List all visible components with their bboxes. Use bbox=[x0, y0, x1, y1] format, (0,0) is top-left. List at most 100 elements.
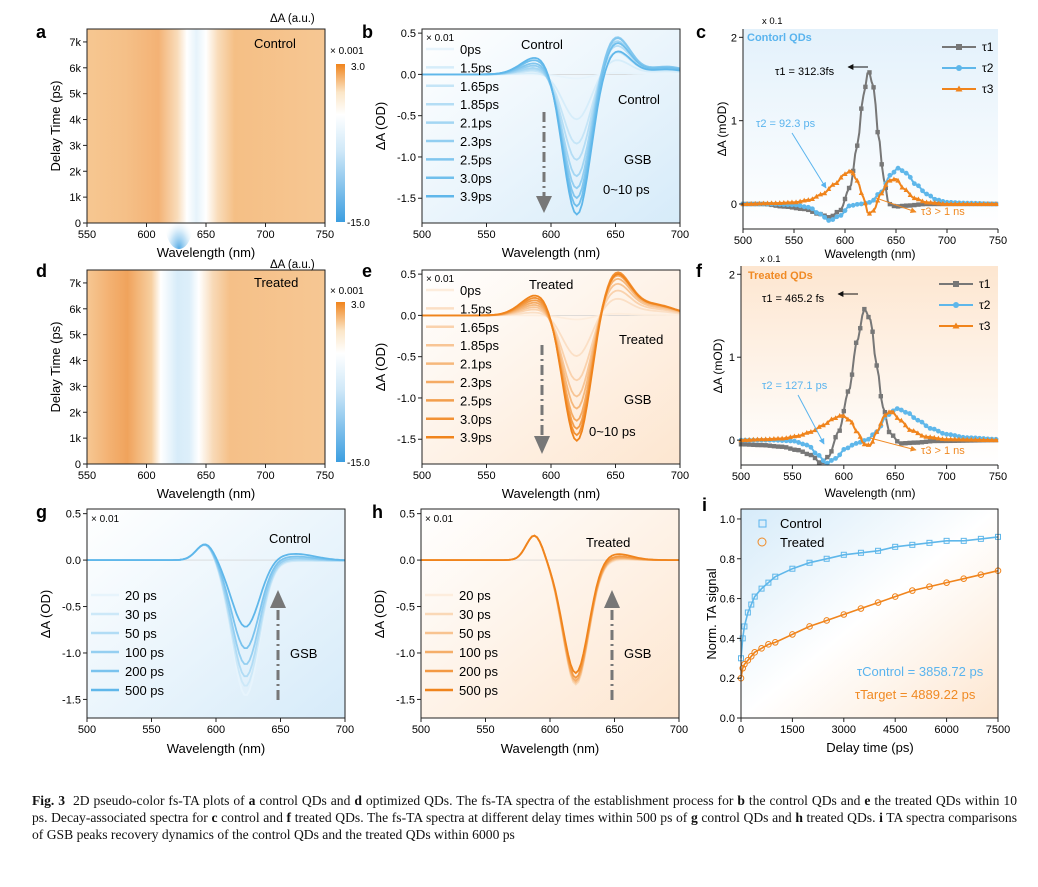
series-τ1-point bbox=[907, 440, 912, 446]
heatmap-a-ylabel: Delay Time (ps) bbox=[48, 80, 63, 171]
series-Treated-point bbox=[857, 605, 865, 612]
y-tick-label: 2k bbox=[69, 166, 81, 178]
series-τ3-point bbox=[838, 174, 844, 180]
series-τ3-point bbox=[887, 177, 893, 183]
series-τ3-point bbox=[940, 201, 946, 206]
series-τ1-point bbox=[838, 207, 844, 213]
series-τ3-point bbox=[800, 431, 806, 437]
series-τ3-point bbox=[911, 428, 917, 433]
series-τ3-point bbox=[972, 201, 979, 206]
series-τ3-point bbox=[750, 436, 756, 442]
series-Treated-point bbox=[789, 631, 796, 638]
series-τ3-point bbox=[805, 197, 811, 202]
series-τ1-point bbox=[759, 442, 764, 448]
series-τ2-point bbox=[919, 419, 925, 425]
panel-d: d Treated ΔA (a.u.) × 0.001 3.0 -15.0 55… bbox=[36, 259, 370, 501]
series-τ3-point bbox=[952, 436, 958, 442]
x-tick-label: 550 bbox=[476, 724, 494, 736]
series-τ3-point bbox=[964, 436, 970, 442]
panel-letter-g: g bbox=[36, 502, 47, 522]
plot-b-gsb: GSB bbox=[624, 152, 651, 167]
series-τ1-point bbox=[789, 205, 795, 210]
series-τ3-point bbox=[845, 416, 851, 422]
series-τ1-point bbox=[923, 439, 929, 444]
series-τ2-point bbox=[907, 174, 913, 180]
series-τ2-point bbox=[923, 423, 929, 429]
series-Control-point bbox=[806, 559, 813, 566]
plot-h-arrow-head bbox=[604, 590, 620, 608]
series-τ1-point bbox=[911, 440, 916, 445]
series-τ3-point bbox=[865, 442, 872, 447]
y-tick-label: 0.0 bbox=[400, 555, 415, 567]
legend-label: 500 ps bbox=[459, 683, 499, 698]
x-tick-label: 600 bbox=[207, 724, 225, 736]
series-Control-point bbox=[744, 609, 751, 616]
series-τ1-point bbox=[837, 428, 842, 433]
series-τ3-point bbox=[886, 409, 892, 415]
series-τ2-point bbox=[932, 196, 938, 202]
series-τ2-point bbox=[936, 197, 942, 203]
series-τ3-point bbox=[748, 201, 754, 206]
series-τ1-point bbox=[771, 443, 777, 449]
series-τ2-point bbox=[931, 426, 937, 432]
series-τ1-point bbox=[874, 363, 879, 368]
y-tick-label: 0.8 bbox=[720, 554, 735, 566]
series-τ3-point bbox=[948, 201, 954, 206]
series-Treated-point bbox=[943, 579, 950, 586]
plot-f-ylabel: ΔA (mOD) bbox=[711, 339, 725, 394]
axes-f: 500 550 600 650 700 750 0 1 2 bbox=[729, 269, 1007, 483]
plot-i-tau-control: τControl = 3858.72 ps bbox=[857, 664, 984, 679]
series-τ1-point bbox=[927, 439, 933, 444]
plot-f-background bbox=[741, 266, 998, 465]
series-τ3-point bbox=[976, 437, 983, 442]
x-tick-label: 6000 bbox=[934, 724, 958, 736]
series-τ2-point bbox=[796, 440, 801, 445]
y-tick-label: 0.2 bbox=[720, 673, 735, 685]
legend-label: 1.65ps bbox=[460, 320, 500, 335]
series-τ3-point bbox=[804, 429, 810, 435]
plot-g-gsb: GSB bbox=[290, 646, 317, 661]
x-tick-label: 650 bbox=[887, 235, 905, 247]
series-τ3-point bbox=[902, 422, 909, 428]
series-τ1-point bbox=[767, 443, 772, 448]
series-Treated-point bbox=[874, 599, 882, 606]
series-τ3-point bbox=[756, 200, 762, 206]
series-τ3-point bbox=[779, 435, 785, 441]
series-τ2-point bbox=[952, 433, 958, 438]
x-tick-label: 750 bbox=[989, 235, 1007, 247]
x-tick-label: 550 bbox=[142, 724, 160, 736]
series-τ3-point bbox=[816, 424, 822, 429]
series-τ1-point bbox=[899, 441, 904, 446]
series-τ3-point bbox=[883, 182, 889, 187]
series-Treated-point bbox=[977, 571, 985, 578]
series-τ1-point bbox=[862, 306, 867, 312]
series-τ3-point bbox=[777, 200, 783, 205]
x-tick-label: 600 bbox=[836, 235, 854, 247]
y-tick-label: -0.5 bbox=[62, 602, 81, 614]
series-τ3-point bbox=[793, 199, 799, 205]
series-τ1-point bbox=[816, 460, 822, 465]
series-τ3-point bbox=[822, 190, 828, 196]
series-τ2-point bbox=[804, 442, 810, 448]
series-τ2-point bbox=[826, 218, 832, 223]
series-τ3-point bbox=[924, 199, 930, 205]
x-tick-label: 650 bbox=[606, 470, 624, 482]
x-tick-label: 650 bbox=[197, 229, 215, 241]
x-tick-label: 750 bbox=[316, 470, 334, 482]
plot-e-ylabel: ΔA (OD) bbox=[373, 343, 388, 391]
y-tick-label: 5k bbox=[69, 330, 81, 342]
series-τ3-point bbox=[869, 438, 876, 444]
heatmap-d-label: Treated bbox=[254, 275, 298, 290]
colorbar-a-max: 3.0 bbox=[351, 62, 365, 73]
series-τ1-point bbox=[932, 438, 937, 444]
plot-g-scale: × 0.01 bbox=[91, 514, 120, 525]
x-tick-label: 700 bbox=[336, 724, 354, 736]
series-τ3-point bbox=[903, 187, 909, 192]
series-τ3-point bbox=[832, 415, 839, 421]
y-tick-label: 0.4 bbox=[720, 633, 735, 645]
plot-i-background bbox=[741, 509, 998, 718]
series-τ2-point bbox=[787, 438, 793, 444]
legend-label: 0ps bbox=[460, 42, 481, 57]
series-τ3-point bbox=[812, 427, 818, 433]
series-τ3-point bbox=[944, 436, 950, 442]
